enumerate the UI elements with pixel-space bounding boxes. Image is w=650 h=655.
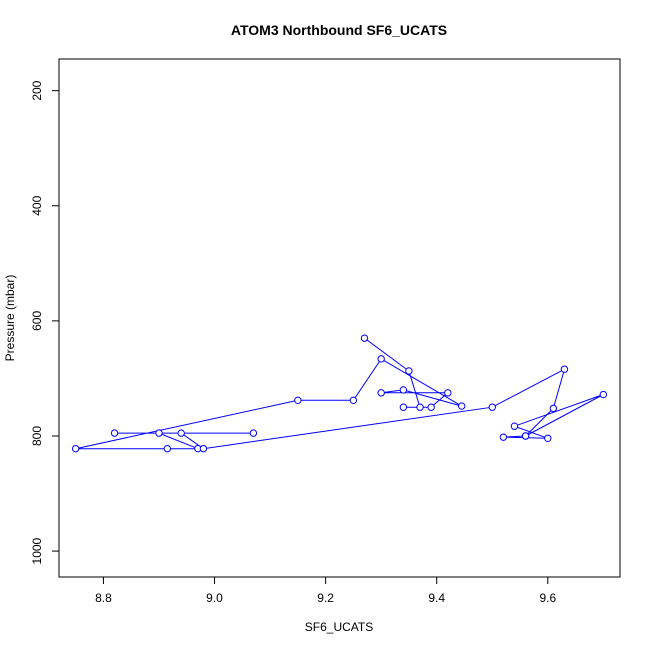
x-axis: 8.8 9.0 9.2 9.4 9.6 [95,576,556,605]
data-point [521,432,530,440]
data-point [163,444,172,453]
data-point [155,429,163,437]
data-point [177,429,185,437]
data-point [399,403,408,411]
data-point [399,386,408,394]
data-point [510,422,519,430]
data-point [294,396,302,405]
data-point [488,403,496,411]
data-point [199,444,208,453]
y-tick-label: 400 [30,195,44,215]
data-point [549,404,558,413]
series-line [75,337,604,450]
data-point [416,403,424,411]
chart-title: ATOM3 Northbound SF6_UCATS [231,22,447,38]
y-tick-label: 1000 [30,537,44,564]
data-point [110,429,119,437]
data-point [349,396,358,405]
x-tick-label: 8.8 [95,591,112,605]
plot-frame [58,58,621,578]
data-point [377,355,385,363]
data-point [427,403,435,411]
x-tick-label: 9.0 [206,591,223,605]
data-point [444,389,452,397]
y-axis-label: Pressure (mbar) [3,275,17,362]
data-point [377,389,385,397]
y-axis: 200 400 600 800 1000 [30,80,60,564]
data-point [544,434,552,442]
data-point [599,390,608,399]
series-layer [71,334,608,453]
data-point [560,365,569,373]
data-point [71,444,80,453]
data-point [457,402,466,410]
y-tick-label: 200 [30,80,44,100]
data-point [360,334,369,342]
data-point [499,433,508,441]
y-tick-label: 600 [30,311,44,331]
x-tick-label: 9.4 [428,591,445,605]
x-tick-label: 9.2 [317,591,334,605]
data-point [249,429,258,437]
x-tick-label: 9.6 [539,591,556,605]
data-point [405,367,413,375]
y-tick-label: 800 [30,426,44,446]
x-axis-label: SF6_UCATS [305,620,373,634]
